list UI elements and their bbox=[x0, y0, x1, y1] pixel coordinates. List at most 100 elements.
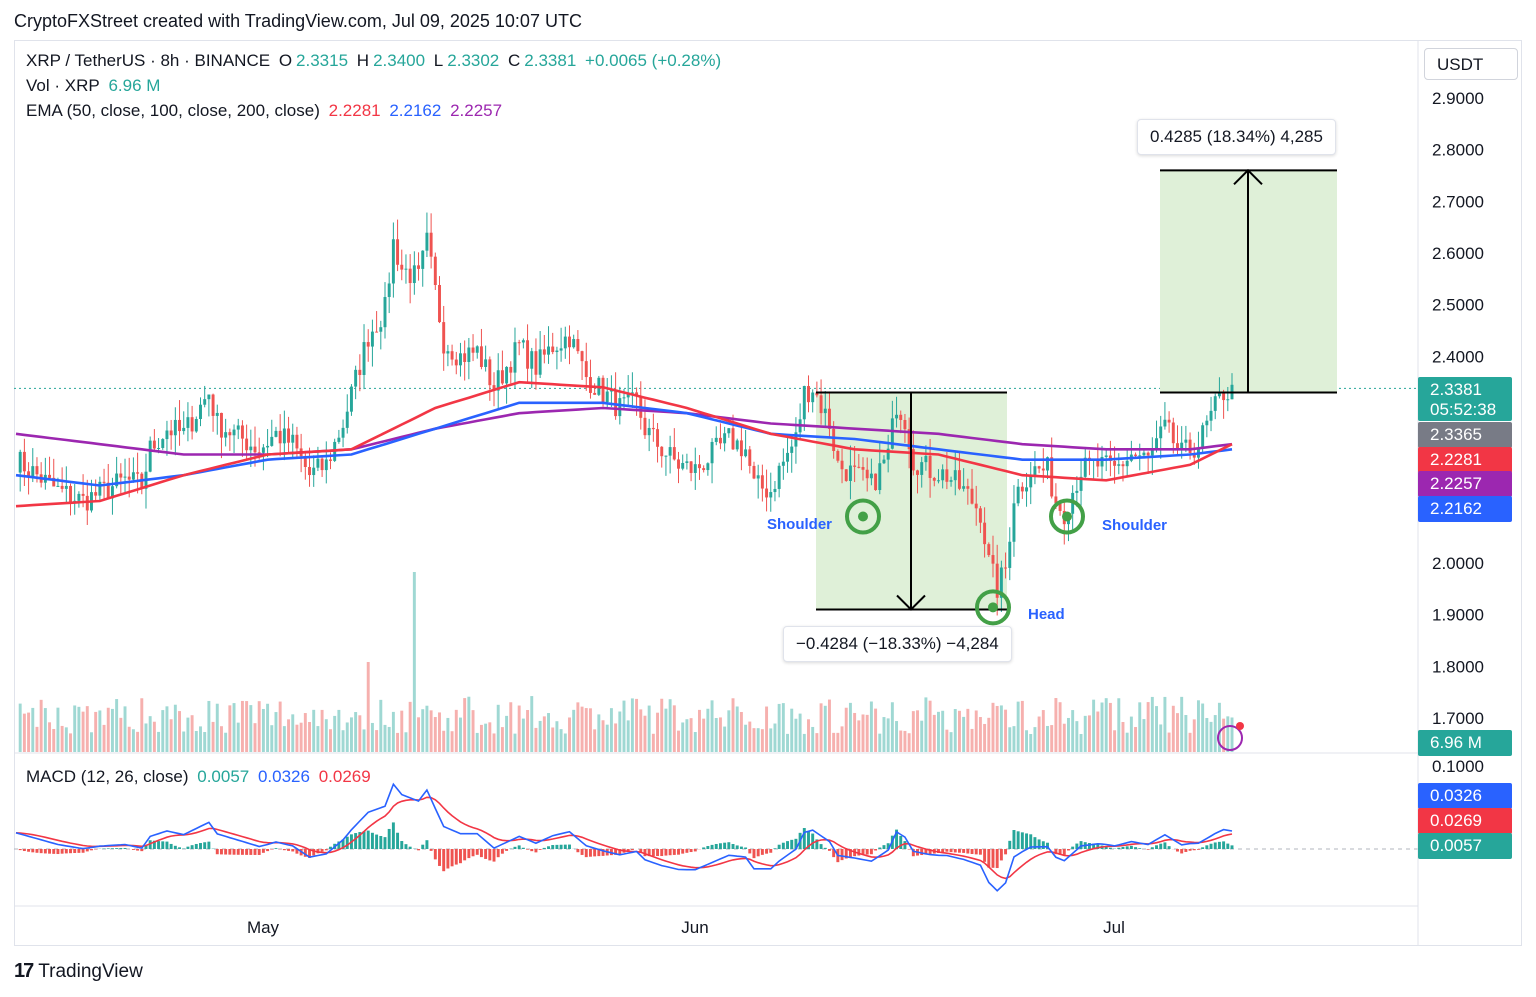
candle-body bbox=[266, 445, 270, 448]
chart-frame[interactable] bbox=[14, 40, 1522, 946]
candle-body bbox=[479, 346, 483, 367]
volume-bar bbox=[98, 710, 102, 752]
candle-body bbox=[693, 464, 697, 473]
macd-hist-bar bbox=[199, 843, 202, 849]
macd-hist-bar bbox=[1046, 842, 1049, 849]
price-tick-label: 2.8000 bbox=[1432, 141, 1484, 160]
candle-body bbox=[1020, 486, 1024, 492]
volume-bar bbox=[106, 707, 110, 752]
volume-bar bbox=[39, 699, 43, 752]
volume-bar bbox=[1146, 702, 1150, 752]
candle-body bbox=[622, 397, 626, 399]
macd-hist-bar bbox=[601, 849, 605, 856]
volume-bar bbox=[287, 719, 291, 752]
candle-body bbox=[760, 475, 764, 489]
ema-legend[interactable]: EMA (50, close, 100, close, 200, close) … bbox=[26, 101, 506, 121]
volume-bar bbox=[651, 733, 655, 752]
candle-body bbox=[932, 477, 936, 481]
volume-bar bbox=[1230, 717, 1234, 752]
candle-body bbox=[588, 377, 592, 393]
volume-bar bbox=[488, 722, 492, 752]
candle-body bbox=[517, 342, 521, 344]
volume-bar bbox=[333, 715, 337, 752]
macd-hist-bar bbox=[1075, 843, 1079, 849]
macd-hist-bar bbox=[454, 849, 458, 865]
volume-bar bbox=[1046, 725, 1049, 752]
volume-bar bbox=[588, 708, 592, 752]
macd-hist-bar bbox=[64, 849, 68, 854]
candle-body bbox=[718, 437, 722, 444]
candle-body bbox=[857, 466, 861, 468]
volume-bar bbox=[505, 715, 509, 752]
candle-body bbox=[903, 419, 907, 430]
candle-body bbox=[115, 473, 119, 487]
currency-button[interactable]: USDT bbox=[1424, 48, 1518, 80]
candle-body bbox=[1037, 466, 1041, 469]
volume-bar bbox=[957, 710, 961, 752]
macd-hist-bar bbox=[551, 845, 555, 849]
candle-body bbox=[802, 386, 806, 420]
macd-hist-bar bbox=[1020, 832, 1024, 849]
macd-hist-bar bbox=[874, 849, 878, 851]
volume-bar bbox=[136, 731, 140, 752]
volume-bar bbox=[1033, 727, 1037, 752]
candle-body bbox=[660, 446, 664, 457]
candle-body bbox=[169, 430, 173, 436]
macd-hist-bar bbox=[119, 848, 123, 849]
candle-body bbox=[31, 466, 35, 477]
volume-bar bbox=[1138, 702, 1142, 752]
volume-bar bbox=[995, 705, 999, 752]
macd-hist-bar bbox=[777, 844, 781, 849]
macd-hist-bar bbox=[827, 849, 831, 851]
candle-body bbox=[404, 268, 408, 270]
volume-bar bbox=[43, 708, 47, 752]
candle-body bbox=[81, 493, 85, 496]
candle-body bbox=[362, 342, 366, 375]
macd-hist-bar bbox=[282, 849, 286, 851]
macd-legend[interactable]: MACD (12, 26, close) 0.0057 0.0326 0.026… bbox=[26, 767, 375, 787]
macd-hist-bar bbox=[429, 849, 433, 851]
macd-hist-bar bbox=[27, 849, 31, 852]
macd-hist-bar bbox=[840, 849, 844, 861]
tradingview-logo[interactable]: 17 TradingView bbox=[14, 960, 143, 983]
candle-body bbox=[1142, 452, 1146, 456]
macd-hist-bar bbox=[379, 835, 383, 849]
macd-hist-bar bbox=[672, 849, 676, 855]
symbol-name: XRP / TetherUS · 8h · BINANCE bbox=[26, 51, 271, 70]
candle-body bbox=[370, 331, 374, 347]
volume-bar bbox=[316, 726, 320, 752]
macd-hist-bar bbox=[987, 849, 991, 868]
candle-body bbox=[467, 347, 471, 362]
macd-hist-bar bbox=[496, 849, 500, 858]
volume-bar bbox=[245, 701, 249, 752]
volume-bar bbox=[685, 719, 689, 752]
macd-hist-bar bbox=[308, 849, 311, 858]
macd-hist-bar bbox=[287, 849, 291, 851]
volume-bar bbox=[823, 705, 827, 752]
volume-bar bbox=[425, 705, 429, 752]
candle-body bbox=[287, 428, 291, 443]
volume-bar bbox=[903, 730, 907, 752]
measure-up-callout: 0.4285 (18.34%) 4,285 bbox=[1137, 119, 1336, 155]
macd-hist-bar bbox=[257, 849, 261, 855]
candle-body bbox=[727, 428, 731, 434]
volume-bar bbox=[899, 730, 903, 752]
volume-bar bbox=[656, 712, 660, 752]
macd-hist-bar bbox=[173, 845, 177, 849]
candle-body bbox=[601, 377, 605, 403]
volume-bar bbox=[827, 699, 831, 752]
volume-bar bbox=[563, 733, 567, 752]
macd-hist-bar bbox=[291, 849, 295, 852]
ema-lines bbox=[15, 380, 1233, 508]
candle-body bbox=[1134, 454, 1138, 456]
volume-bar bbox=[186, 717, 190, 752]
macd-hist-bar bbox=[1150, 847, 1154, 849]
candle-body bbox=[425, 232, 429, 251]
candle-body bbox=[874, 473, 878, 491]
macd-hist-bar bbox=[937, 849, 940, 853]
candle-body bbox=[643, 417, 647, 436]
macd-label: MACD (12, 26, close) bbox=[26, 767, 189, 786]
macd-hist-bar bbox=[194, 843, 198, 849]
volume-legend[interactable]: Vol · XRP 6.96 M bbox=[26, 76, 164, 96]
